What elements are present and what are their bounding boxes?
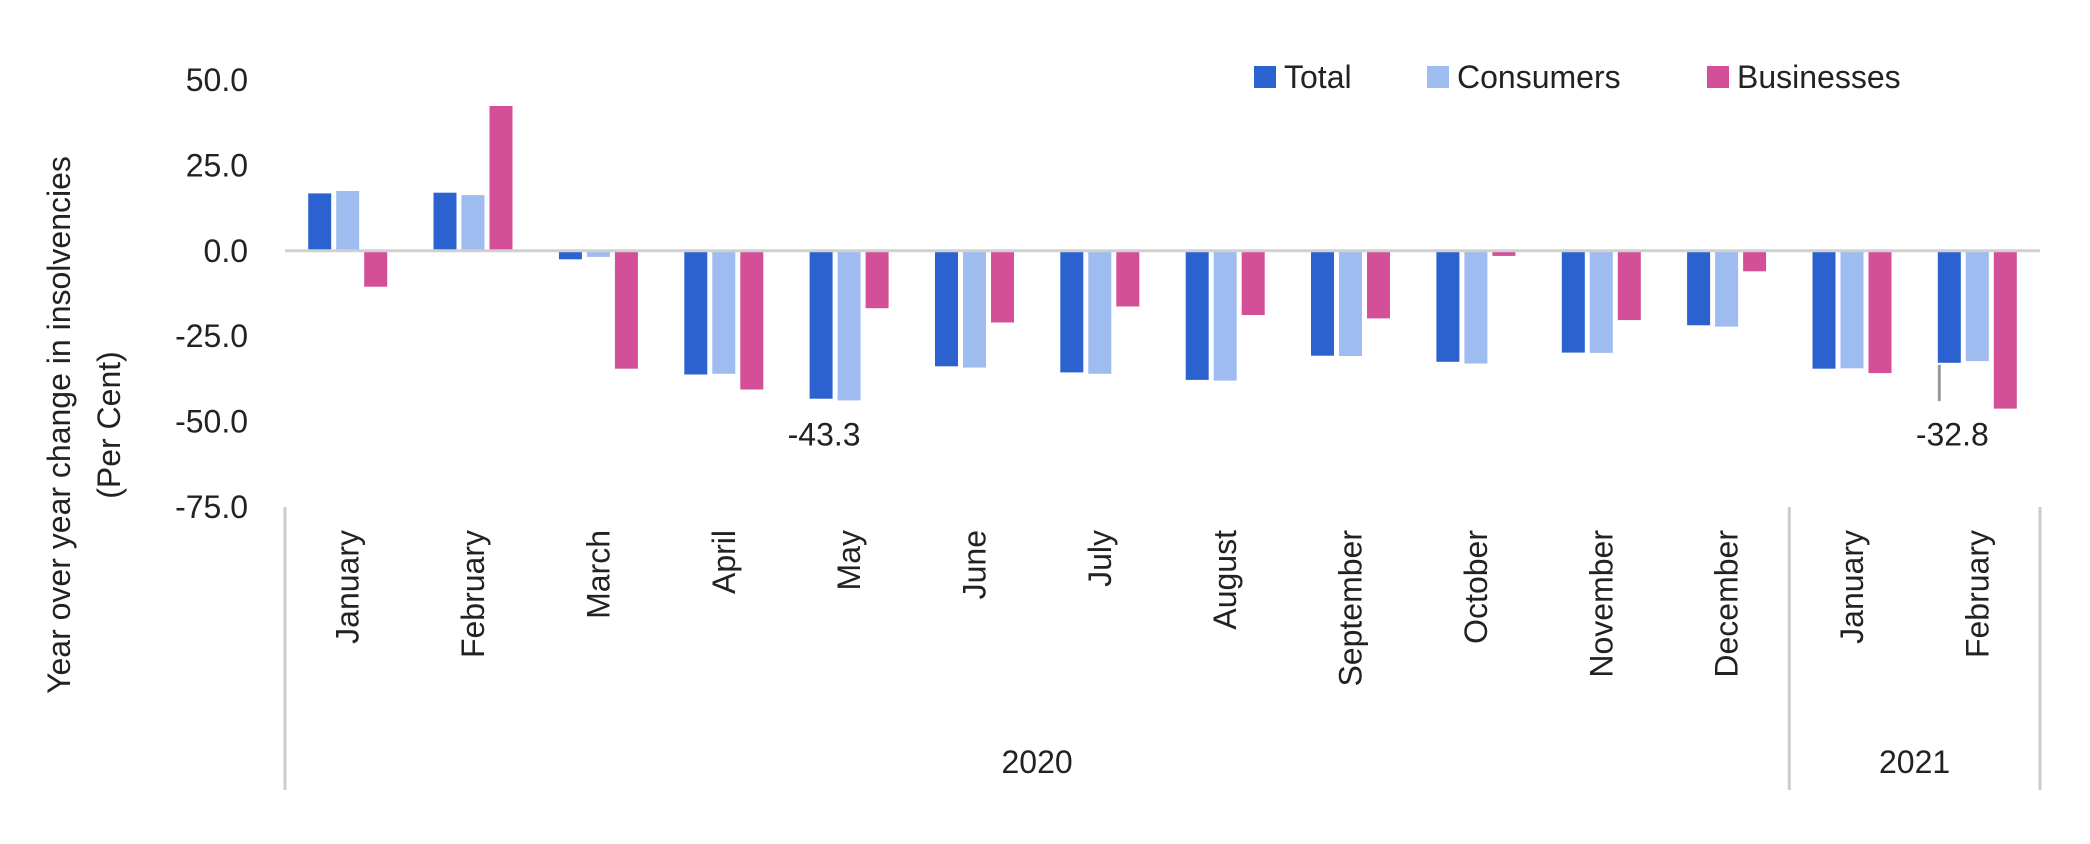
bar-businesses-4 bbox=[865, 250, 889, 309]
bar-total-3 bbox=[684, 250, 708, 375]
bar-consumers-6 bbox=[1088, 250, 1112, 374]
legend-swatch bbox=[1427, 66, 1449, 88]
annotation-label: -32.8 bbox=[1916, 417, 1989, 453]
month-label: November bbox=[1583, 530, 1619, 678]
bar-businesses-6 bbox=[1116, 250, 1140, 307]
y-tick-label: 25.0 bbox=[186, 147, 248, 183]
month-label: December bbox=[1709, 530, 1745, 678]
bar-total-9 bbox=[1436, 250, 1460, 362]
month-label: October bbox=[1458, 530, 1494, 644]
bar-consumers-12 bbox=[1840, 250, 1864, 369]
legend-label: Businesses bbox=[1737, 59, 1901, 95]
month-label: May bbox=[831, 530, 867, 590]
y-axis-title-line-2: (Per Cent) bbox=[91, 351, 127, 499]
series-consumers bbox=[336, 191, 1989, 401]
year-label: 2021 bbox=[1879, 744, 1950, 780]
y-axis-ticks: 50.0 25.0 0.0 -25.0 -50.0 -75.0 bbox=[175, 62, 248, 525]
bar-total-6 bbox=[1060, 250, 1084, 373]
series-businesses bbox=[364, 106, 2017, 409]
month-label: August bbox=[1207, 530, 1243, 630]
legend-swatch bbox=[1707, 66, 1729, 88]
annotations: -43.3 -32.8 bbox=[788, 364, 1989, 453]
year-label: 2020 bbox=[1002, 744, 1073, 780]
bar-businesses-5 bbox=[991, 250, 1014, 323]
bar-businesses-3 bbox=[740, 250, 764, 390]
bar-total-2 bbox=[558, 250, 582, 260]
legend-label: Total bbox=[1284, 59, 1352, 95]
bar-total-12 bbox=[1812, 250, 1836, 369]
month-label: February bbox=[455, 530, 491, 658]
y-tick-label: -75.0 bbox=[175, 489, 248, 525]
month-label: January bbox=[330, 530, 366, 644]
bar-total-5 bbox=[935, 250, 958, 367]
bar-series bbox=[308, 106, 2017, 409]
bar-businesses-11 bbox=[1743, 250, 1767, 272]
bar-total-1 bbox=[433, 192, 457, 251]
month-label: February bbox=[1959, 530, 1995, 658]
bar-consumers-1 bbox=[461, 195, 485, 251]
legend-item-consumers: Consumers bbox=[1427, 59, 1621, 95]
x-axis: January February March April May June July Augu… bbox=[283, 507, 2042, 790]
legend-swatch bbox=[1254, 66, 1276, 88]
bar-total-4 bbox=[809, 250, 833, 399]
month-label: January bbox=[1834, 530, 1870, 644]
y-tick-label: 50.0 bbox=[186, 62, 248, 98]
bar-consumers-9 bbox=[1464, 250, 1488, 364]
legend-item-businesses: Businesses bbox=[1707, 59, 1901, 95]
bar-consumers-0 bbox=[336, 191, 360, 251]
y-tick-label: -50.0 bbox=[175, 404, 248, 440]
month-label: March bbox=[580, 530, 616, 619]
y-axis-title: Year over year change in insolvencies (P… bbox=[41, 156, 127, 694]
bar-consumers-4 bbox=[837, 250, 861, 401]
bar-total-8 bbox=[1311, 250, 1334, 356]
bar-businesses-10 bbox=[1617, 250, 1641, 321]
legend: Total Consumers Businesses bbox=[1254, 59, 1901, 95]
bar-consumers-2 bbox=[586, 250, 610, 257]
y-tick-label: 0.0 bbox=[204, 233, 248, 269]
bar-total-10 bbox=[1561, 250, 1585, 353]
legend-label: Consumers bbox=[1457, 59, 1621, 95]
bar-businesses-0 bbox=[364, 250, 388, 287]
annotation-label: -43.3 bbox=[788, 417, 861, 453]
bar-businesses-9 bbox=[1492, 250, 1516, 256]
bar-consumers-7 bbox=[1213, 250, 1237, 381]
bar-businesses-13 bbox=[1993, 250, 2017, 409]
bar-businesses-8 bbox=[1367, 250, 1390, 319]
bar-total-7 bbox=[1185, 250, 1209, 380]
bar-consumers-5 bbox=[963, 250, 986, 368]
month-label: April bbox=[706, 530, 742, 594]
bar-consumers-11 bbox=[1715, 250, 1739, 327]
bar-total-13 bbox=[1937, 250, 1961, 363]
bar-consumers-13 bbox=[1965, 250, 1989, 362]
bar-businesses-1 bbox=[489, 106, 513, 251]
bar-businesses-12 bbox=[1868, 250, 1892, 374]
bar-businesses-2 bbox=[614, 250, 638, 369]
y-tick-label: -25.0 bbox=[175, 318, 248, 354]
bar-consumers-3 bbox=[712, 250, 736, 374]
bar-consumers-8 bbox=[1339, 250, 1362, 356]
month-label: September bbox=[1333, 530, 1369, 687]
bar-total-11 bbox=[1687, 250, 1711, 326]
bar-total-0 bbox=[308, 193, 332, 251]
y-axis-title-line-1: Year over year change in insolvencies bbox=[41, 156, 77, 694]
bar-businesses-7 bbox=[1241, 250, 1265, 315]
bar-consumers-10 bbox=[1589, 250, 1613, 353]
month-label: June bbox=[957, 530, 993, 599]
series-total bbox=[308, 192, 1961, 399]
month-label: July bbox=[1082, 530, 1118, 587]
legend-item-total: Total bbox=[1254, 59, 1352, 95]
